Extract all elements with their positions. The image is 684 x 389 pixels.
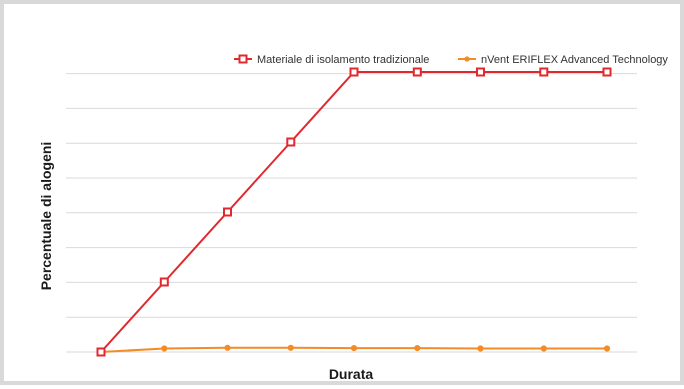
series-group xyxy=(96,67,612,357)
data-point xyxy=(350,345,358,352)
data-point xyxy=(602,67,612,77)
legend-entry-2: nVent ERIFLEX Advanced Technology xyxy=(458,54,668,66)
series-1 xyxy=(96,67,612,357)
data-point xyxy=(539,67,549,77)
gridlines xyxy=(66,73,637,353)
series-2 xyxy=(97,344,611,356)
data-point xyxy=(476,67,485,77)
line-chart: Materiale di isolamento tradizionale nVen… xyxy=(38,54,668,382)
legend-marker xyxy=(238,54,248,64)
data-point xyxy=(224,344,231,351)
data-point xyxy=(414,345,421,352)
legend-entry-1: Materiale di isolamento tradizionale xyxy=(234,54,429,66)
x-axis-title: Durata xyxy=(329,366,374,382)
legend-marker xyxy=(464,56,470,62)
y-axis-title: Percentuale di alogeni xyxy=(38,142,54,291)
data-point xyxy=(540,345,547,352)
data-point xyxy=(287,344,294,351)
data-point xyxy=(477,345,484,352)
data-point xyxy=(223,207,232,217)
data-point xyxy=(161,345,168,352)
data-point xyxy=(159,277,169,287)
series-line xyxy=(100,71,607,353)
data-point xyxy=(603,345,611,352)
data-point xyxy=(349,67,359,77)
legend-label: Materiale di isolamento tradizionale xyxy=(257,54,429,66)
data-point xyxy=(96,347,106,357)
data-point xyxy=(412,67,422,77)
legend: Materiale di isolamento tradizionale nVen… xyxy=(234,54,668,66)
legend-label: nVent ERIFLEX Advanced Technology xyxy=(481,54,668,66)
data-point xyxy=(286,137,296,147)
